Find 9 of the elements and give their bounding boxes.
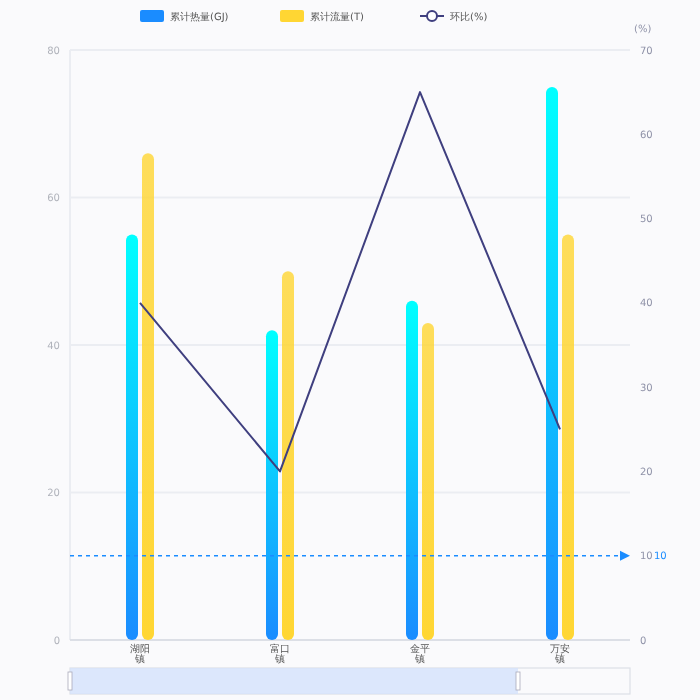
line-series (139, 91, 561, 473)
bar (266, 330, 278, 640)
bar (126, 234, 138, 640)
bar (282, 271, 294, 640)
bar (406, 300, 418, 640)
bar (546, 86, 558, 640)
bar (422, 322, 434, 640)
bar (142, 153, 154, 640)
bar (562, 234, 574, 640)
